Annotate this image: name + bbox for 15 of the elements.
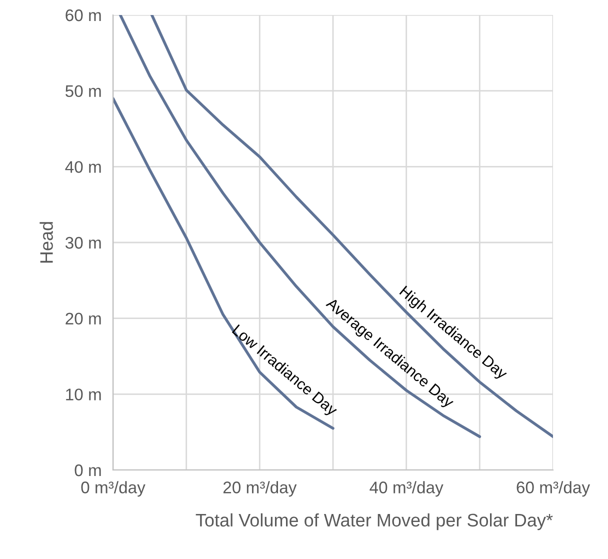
y-tick-label: 30 m	[65, 236, 101, 249]
y-tick-label: 0 m	[74, 464, 101, 476]
y-tick-label: 50 m	[66, 85, 101, 98]
y-tick-label: 20 m	[66, 312, 101, 325]
x-axis-title: Total Volume of Water Moved per Solar Day*	[196, 513, 553, 530]
x-tick-label: 0 m³/day	[81, 481, 146, 497]
y-tick-label: 40 m	[65, 161, 101, 173]
line-series	[150, 15, 553, 438]
x-tick-label: 40 m³/day	[370, 481, 444, 497]
line-series	[118, 15, 482, 438]
y-tick-label: 60 m	[66, 9, 101, 22]
x-tick-label: 60 m³/day	[516, 481, 590, 497]
x-tick-label: 20 m³/day	[223, 481, 297, 497]
y-tick-label: 10 m	[66, 388, 101, 400]
y-axis-title: Head	[40, 222, 53, 263]
